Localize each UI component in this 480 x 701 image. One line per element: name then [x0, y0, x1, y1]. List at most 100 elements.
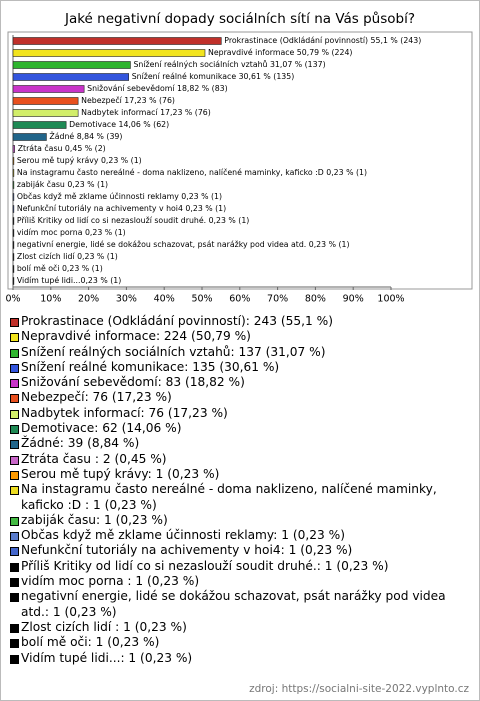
- legend-label: vidím moc porna : 1 (0,23 %): [21, 574, 200, 589]
- legend-item: zabiják času: 1 (0,23 %): [9, 513, 471, 528]
- bar: [12, 133, 47, 141]
- x-tick-label: 70%: [267, 294, 288, 305]
- legend-swatch: [10, 455, 19, 465]
- legend-item: Demotivace: 62 (14,06 %): [9, 421, 471, 436]
- legend-label: Snížení reálných sociálních vztahů: 137 …: [21, 344, 326, 359]
- chart-title: Jaké negativní dopady sociálních sítí na…: [64, 11, 415, 27]
- legend-item: Občas když mě zklame účinnosti reklamy: …: [9, 528, 471, 543]
- x-tick-label: 100%: [377, 294, 404, 305]
- bar: [12, 169, 15, 177]
- legend-label: Občas když mě zklame účinnosti reklamy: …: [21, 528, 345, 543]
- legend-swatch: [10, 639, 19, 649]
- legend-item: bolí mě oči: 1 (0,23 %): [9, 635, 471, 650]
- legend-label: Snížení reálné komunikace: 135 (30,61 %): [21, 359, 280, 374]
- legend-label: Nepravdivé informace: 224 (50,79 %): [21, 329, 251, 344]
- legend-swatch: [10, 440, 19, 450]
- legend-item: Snižování sebevědomí: 83 (18,82 %): [9, 375, 471, 390]
- legend-label: Nefunkční tutoriály na achivementy v hoi…: [21, 543, 353, 558]
- legend-swatch: [10, 547, 19, 557]
- legend-swatch: [10, 470, 19, 480]
- legend-item: Nadbytek informací: 76 (17,23 %): [9, 406, 471, 421]
- bar-label: Nefunkční tutoriály na achivementy v hoi…: [17, 204, 226, 213]
- legend-item: Ztráta času : 2 (0,45 %): [9, 452, 471, 467]
- legend-item: Nebezpečí: 76 (17,23 %): [9, 390, 471, 405]
- bar-label: Občas když mě zklame účinnosti reklamy 0…: [17, 192, 222, 201]
- x-tick-label: 30%: [116, 294, 137, 305]
- legend-swatch: [10, 409, 19, 419]
- legend-label: Prokrastinace (Odkládání povinností): 24…: [21, 314, 334, 328]
- legend-item: negativní energie, lidé se dokážou schaz…: [9, 589, 471, 620]
- bar: [12, 157, 15, 165]
- legend-item: vidím moc porna : 1 (0,23 %): [9, 574, 471, 589]
- legend-item: Zlost cizích lidí : 1 (0,23 %): [9, 620, 471, 635]
- legend-swatch: [10, 394, 19, 404]
- legend-swatch: [10, 516, 19, 526]
- bar-label: Vidím tupé lidi...0,23 % (1): [17, 276, 121, 285]
- legend-item: Snížení reálných sociálních vztahů: 137 …: [9, 345, 471, 360]
- legend-item: Nepravdivé informace: 224 (50,79 %): [9, 329, 471, 344]
- bar-label: vidím moc porna 0,23 % (1): [17, 228, 126, 237]
- bar-label: Ztráta času 0,45 % (2): [18, 144, 106, 153]
- legend-swatch: [10, 363, 19, 373]
- legend-label: Na instagramu často nereálné - doma nakl…: [21, 482, 437, 512]
- legend-swatch: [10, 333, 19, 343]
- legend-label: Příliš Kritiky od lidí co si nezaslouží …: [21, 558, 389, 573]
- legend-swatch: [10, 578, 19, 588]
- legend-swatch: [10, 486, 19, 496]
- legend-swatch: [10, 318, 19, 327]
- bar-label: Nadbytek informací 17,23 % (76): [81, 108, 211, 117]
- bar: [12, 97, 79, 105]
- bar-label: Serou mě tupý krávy 0,23 % (1): [17, 156, 142, 165]
- x-tick-label: 60%: [229, 294, 250, 305]
- legend-label: Nadbytek informací: 76 (17,23 %): [21, 405, 228, 420]
- legend-item: Vidím tupé lidi...: 1 (0,23 %): [9, 651, 471, 666]
- bar-label: Zlost cizích lidí 0,23 % (1): [17, 252, 118, 261]
- legend-item: Prokrastinace (Odkládání povinností): 24…: [9, 314, 471, 329]
- legend-item: Žádné: 39 (8,84 %): [9, 436, 471, 451]
- bar: [12, 217, 15, 225]
- bar-label: Na instagramu často nereálné - doma nakl…: [17, 168, 367, 177]
- bar: [12, 205, 15, 213]
- x-tick-label: 90%: [343, 294, 364, 305]
- bar-label: Demotivace 14,06 % (62): [69, 120, 169, 129]
- x-tick-label: 50%: [191, 294, 212, 305]
- bar: [12, 37, 222, 45]
- bar: [12, 253, 15, 261]
- legend-item: Snížení reálné komunikace: 135 (30,61 %): [9, 360, 471, 375]
- legend-swatch: [10, 532, 19, 542]
- bar: [12, 181, 15, 189]
- bar-label: Nebezpečí 17,23 % (76): [81, 96, 175, 105]
- chart: Jaké negativní dopady sociálních sítí na…: [5, 11, 473, 305]
- bar-label: Prokrastinace (Odkládání povinností) 55,…: [224, 36, 421, 45]
- legend-item: Příliš Kritiky od lidí co si nezaslouží …: [9, 559, 471, 574]
- legend-label: Ztráta času : 2 (0,45 %): [21, 451, 167, 466]
- bar: [12, 73, 130, 81]
- bar: [12, 61, 131, 69]
- source: zdroj: https://socialni-site-2022.vyplnt…: [249, 683, 469, 695]
- x-tick-label: 80%: [305, 294, 326, 305]
- legend-label: Vidím tupé lidi...: 1 (0,23 %): [21, 650, 193, 665]
- legend-label: zabiják času: 1 (0,23 %): [21, 512, 168, 527]
- bar: [12, 49, 206, 57]
- legend-swatch: [10, 654, 19, 664]
- bar-label: Snížení reálné komunikace 30,61 % (135): [132, 72, 295, 81]
- bar-label: Příliš Kritiky od lidí co si nezaslouží …: [17, 216, 250, 225]
- x-tick-label: 10%: [40, 294, 61, 305]
- legend-swatch: [10, 593, 19, 603]
- legend-label: Žádné: 39 (8,84 %): [21, 436, 140, 451]
- bar-label: negativní energie, lidé se dokážou schaz…: [17, 240, 350, 249]
- x-tick-label: 40%: [154, 294, 175, 305]
- legend-label: negativní energie, lidé se dokážou schaz…: [21, 589, 446, 619]
- legend-swatch: [10, 623, 19, 633]
- legend-label: Demotivace: 62 (14,06 %): [21, 421, 182, 436]
- legend-item: Serou mě tupý krávy: 1 (0,23 %): [9, 467, 471, 482]
- x-tick-label: 20%: [78, 294, 99, 305]
- bar-label: Nepravdivé informace 50,79 % (224): [208, 48, 352, 57]
- legend-swatch: [10, 425, 19, 435]
- bar: [12, 145, 16, 153]
- legend-label: Snižování sebevědomí: 83 (18,82 %): [21, 375, 245, 390]
- legend-label: bolí mě oči: 1 (0,23 %): [21, 635, 160, 650]
- bar: [12, 109, 79, 117]
- x-tick-label: 0%: [5, 294, 20, 305]
